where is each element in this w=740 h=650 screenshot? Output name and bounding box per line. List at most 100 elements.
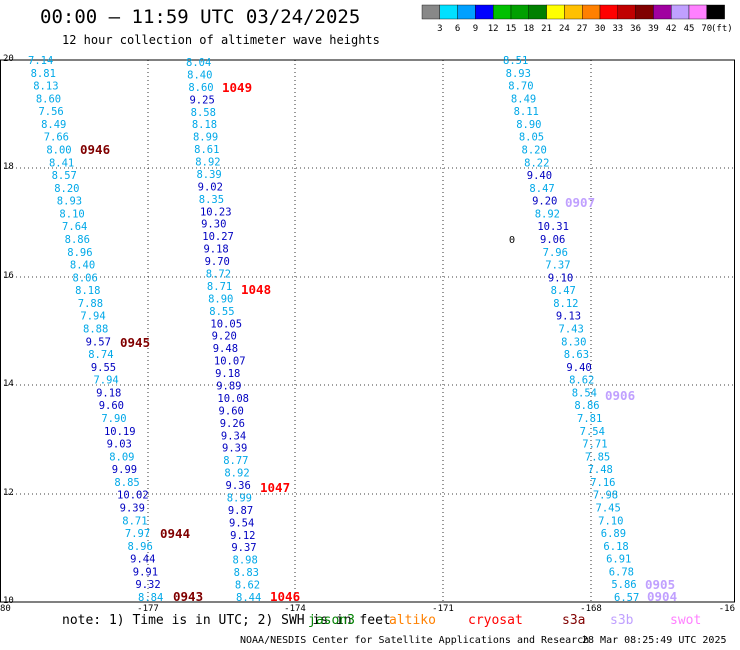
map-frame: [0, 59, 735, 603]
track3-value: 7.71: [582, 439, 607, 451]
track3-value: 6.91: [606, 554, 631, 566]
track2-value: 9.18: [203, 244, 228, 256]
track3-value: 7.98: [593, 490, 618, 502]
track3-value: 8.12: [553, 298, 578, 310]
track3-value: 7.10: [598, 515, 623, 527]
pass-time-label: 0906: [605, 388, 635, 403]
track3-value: 7.96: [543, 247, 568, 259]
track1-value: 7.94: [80, 311, 105, 323]
track1-value: 9.18: [96, 387, 121, 399]
pass-time-label: 0944: [160, 526, 190, 541]
track1-value: 8.41: [49, 157, 74, 169]
lat-label: 14: [3, 379, 14, 389]
track3-value: 8.70: [508, 81, 533, 93]
lon-label: -171: [432, 604, 454, 614]
track1-value: 7.64: [62, 221, 87, 233]
track2-value: 9.36: [226, 480, 251, 492]
track2-value: 9.89: [216, 380, 241, 392]
track2-value: 8.18: [192, 119, 217, 131]
scale-label: 24: [559, 24, 570, 34]
track2-value: 8.60: [188, 82, 213, 94]
pass-time-label: 0943: [173, 589, 203, 604]
track2-value: 10.07: [214, 356, 246, 368]
track1-value: 9.44: [130, 554, 155, 566]
lon-label: -180: [0, 604, 11, 614]
track1-value: 8.09: [109, 451, 134, 463]
generated-timestamp: 28 Mar 08:25:49 UTC 2025: [582, 635, 727, 646]
track3-value: 7.37: [545, 260, 570, 272]
track3-value: 9.20: [532, 196, 557, 208]
legend-jason3: jason3: [308, 613, 355, 628]
track1-value: 8.88: [83, 324, 108, 336]
track1-value: 7.66: [44, 132, 69, 144]
track2-value: 9.34: [221, 430, 246, 442]
track2-value: 9.12: [230, 530, 255, 542]
track3-value: 7.43: [559, 324, 584, 336]
note-prefix: note: 1) Time is in UTC; 2) SWH is in fe…: [62, 613, 391, 628]
track1-value: 8.18: [75, 285, 100, 297]
track2-value: 8.04: [186, 57, 211, 69]
legend-swot: swot: [670, 613, 702, 628]
track1-value: 10.19: [104, 426, 136, 438]
scale-label: 18: [523, 24, 534, 34]
pass-time-label: 0946: [80, 142, 110, 157]
track2-value: 9.87: [228, 505, 253, 517]
track1-value: 8.85: [114, 477, 139, 489]
track3-value: 8.92: [535, 208, 560, 220]
scale-label: 39: [648, 24, 659, 34]
credit-line: NOAA/NESDIS Center for Satellite Applica…: [240, 635, 590, 646]
track1-value: 8.00: [46, 145, 71, 157]
scale-label: 70: [701, 24, 712, 34]
track1-value: 8.10: [59, 208, 84, 220]
track3-value: 9.40: [527, 170, 552, 182]
legend-s3b: s3b: [610, 613, 634, 628]
island-marker: Θ: [509, 235, 515, 246]
track2-value: 8.40: [187, 69, 212, 81]
track1-value: 8.84: [138, 592, 163, 604]
track1-value: 9.03: [107, 439, 132, 451]
track1-value: 7.88: [78, 298, 103, 310]
track3-value: 7.48: [588, 464, 613, 476]
track2-value: 10.27: [202, 231, 234, 243]
pass-time-label: 0907: [565, 195, 595, 210]
track1-value: 9.39: [120, 503, 145, 515]
track3-value: 6.89: [601, 528, 626, 540]
pass-time-label: 1048: [241, 282, 271, 297]
legend-s3a: s3a: [562, 613, 586, 628]
track2-value: 8.61: [194, 144, 219, 156]
track3-value: 9.13: [556, 311, 581, 323]
lat-label: 18: [3, 162, 14, 172]
track2-value: 8.58: [191, 107, 216, 119]
scale-label: 45: [684, 24, 695, 34]
track3-value: 6.18: [603, 541, 628, 553]
track2-value: 8.55: [209, 306, 234, 318]
lon-label: -174: [284, 604, 306, 614]
track1-value: 8.49: [41, 119, 66, 131]
track2-value: 8.99: [227, 492, 252, 504]
scale-label: 6: [455, 24, 460, 34]
lon-label: -16: [719, 604, 735, 614]
track1-value: 7.94: [93, 375, 118, 387]
track1-value: 7.97: [125, 528, 150, 540]
lon-label: -168: [580, 604, 602, 614]
lon-label: -177: [137, 604, 159, 614]
track3-value: 8.20: [522, 145, 547, 157]
track1-value: 8.74: [88, 349, 113, 361]
scale-label: 42: [666, 24, 677, 34]
track1-value: 7.56: [38, 106, 63, 118]
lat-label: 10: [3, 596, 14, 606]
legend-altika: altiko: [389, 613, 436, 628]
track3-value: 8.05: [519, 132, 544, 144]
track1-value: 8.40: [70, 260, 95, 272]
track1-value: 8.86: [65, 234, 90, 246]
track2-value: 8.99: [193, 132, 218, 144]
track2-value: 10.05: [210, 318, 242, 330]
scale-label: 33: [612, 24, 623, 34]
track3-value: 9.40: [566, 362, 591, 374]
track3-value: 8.30: [561, 336, 586, 348]
track1-value: 8.60: [36, 93, 61, 105]
track2-value: 9.25: [189, 94, 214, 106]
track3-value: 5.86: [611, 579, 636, 591]
track2-value: 8.71: [207, 281, 232, 293]
track1-value: 8.06: [73, 272, 98, 284]
